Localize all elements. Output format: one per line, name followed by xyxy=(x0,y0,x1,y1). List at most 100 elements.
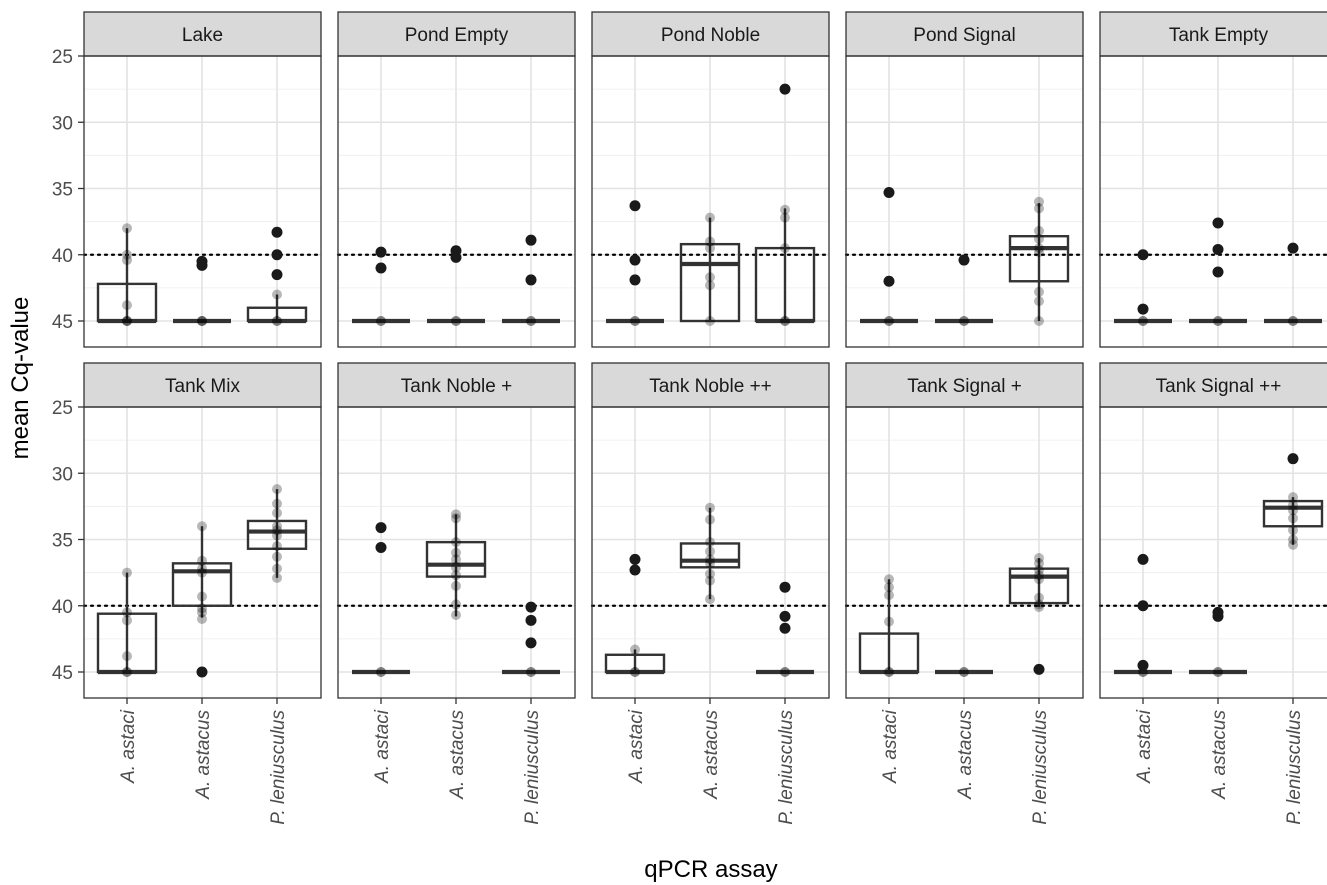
data-point xyxy=(122,667,132,677)
data-point xyxy=(884,667,894,677)
data-point xyxy=(451,554,461,565)
outlier-point xyxy=(1212,266,1224,278)
strip-label: Tank Noble + xyxy=(401,376,512,397)
box-group xyxy=(246,484,308,583)
y-tick-label: 40 xyxy=(52,597,73,618)
data-point xyxy=(630,667,640,677)
box-group xyxy=(606,200,664,326)
outlier-point xyxy=(375,262,387,274)
data-point xyxy=(197,603,207,614)
data-point xyxy=(780,204,790,215)
data-point xyxy=(705,594,715,605)
data-point xyxy=(780,667,790,677)
box-group xyxy=(604,553,666,677)
box-group xyxy=(858,574,920,677)
data-point xyxy=(376,667,386,677)
box-group xyxy=(754,83,816,326)
data-point xyxy=(705,272,715,283)
data-point xyxy=(1288,316,1298,326)
data-point xyxy=(884,590,894,601)
box xyxy=(425,540,487,578)
data-point xyxy=(122,223,132,234)
data-point xyxy=(705,316,715,326)
outlier-point xyxy=(629,200,641,212)
data-point xyxy=(1288,513,1298,524)
data-point xyxy=(122,316,132,326)
x-tick-label: A. astaci xyxy=(626,709,647,784)
data-point xyxy=(959,316,969,326)
data-point xyxy=(884,574,894,585)
strip-label: Tank Empty xyxy=(1169,25,1269,46)
outlier-point xyxy=(629,553,641,565)
data-point xyxy=(272,508,282,518)
outlier-point xyxy=(1212,243,1224,255)
outlier-point xyxy=(1137,303,1149,315)
strip-background xyxy=(845,11,1084,57)
data-point xyxy=(272,572,282,583)
data-point xyxy=(272,289,282,300)
x-tick-label: A. astacus xyxy=(701,710,722,800)
x-axes: A. astaci A. astacus P. leniusculus A. asta… xyxy=(118,698,1305,825)
data-point xyxy=(451,316,461,326)
strip-background xyxy=(591,11,830,57)
outlier-point xyxy=(375,522,387,534)
data-point xyxy=(272,484,282,495)
box-group xyxy=(860,186,918,326)
data-point xyxy=(1034,564,1044,575)
data-point xyxy=(272,530,282,541)
outlier-point xyxy=(883,186,895,198)
box-group xyxy=(171,521,233,678)
outlier-point xyxy=(1137,249,1149,261)
box-group xyxy=(502,234,560,326)
data-point xyxy=(1288,525,1298,536)
data-point xyxy=(197,614,207,624)
data-point xyxy=(1288,500,1298,511)
data-point xyxy=(122,615,132,626)
x-tick-label: A. astacus xyxy=(447,710,468,800)
data-point xyxy=(451,537,461,548)
x-tick-label: A. astacus xyxy=(193,710,214,800)
panel-border xyxy=(83,55,322,348)
data-point xyxy=(376,667,386,677)
data-point xyxy=(780,667,790,677)
data-point xyxy=(272,551,282,562)
data-point xyxy=(272,316,282,326)
x-axis-title: qPCR assay xyxy=(644,856,777,883)
data-point xyxy=(705,502,715,513)
data-point xyxy=(1034,592,1044,603)
data-point xyxy=(705,514,715,525)
box-group xyxy=(1189,606,1247,677)
data-point xyxy=(1034,225,1044,236)
box-group xyxy=(246,226,308,326)
box-group xyxy=(679,212,741,326)
facet-panel: Lake xyxy=(82,11,323,348)
data-point xyxy=(197,316,207,326)
outlier-point xyxy=(883,275,895,287)
data-point xyxy=(1213,667,1223,677)
data-point xyxy=(451,562,461,573)
box xyxy=(679,542,741,569)
data-point xyxy=(1034,570,1044,581)
panel-background xyxy=(1100,56,1327,347)
data-point xyxy=(1034,316,1044,326)
data-point xyxy=(122,567,132,578)
x-tick-label: P. leniusculus xyxy=(268,710,289,825)
data-point xyxy=(1034,243,1044,254)
strip-background xyxy=(591,362,830,408)
data-point xyxy=(705,280,715,291)
y-tick-label: 35 xyxy=(52,531,73,552)
outlier-point xyxy=(375,246,387,258)
outlier-point xyxy=(525,637,537,649)
box-group xyxy=(1114,553,1172,677)
data-point xyxy=(1034,602,1044,613)
data-point xyxy=(1034,558,1044,569)
outlier-point xyxy=(629,254,641,266)
x-tick-label: A. astaci xyxy=(118,709,139,784)
panel-border xyxy=(337,55,576,348)
box-group xyxy=(173,255,231,326)
data-point xyxy=(122,249,132,260)
data-point xyxy=(197,567,207,578)
data-point xyxy=(959,316,969,326)
data-point xyxy=(451,570,461,581)
